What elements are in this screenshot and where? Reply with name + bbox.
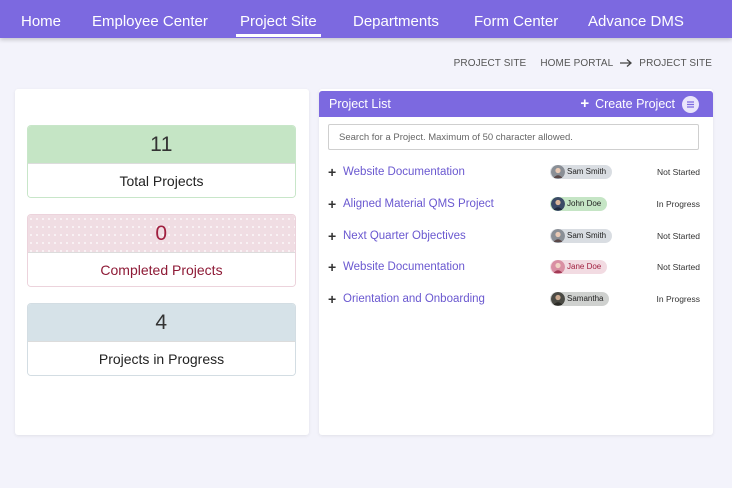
nav-item-employee-center[interactable]: Employee Center [92,13,208,30]
total-projects-card[interactable]: 11 Total Projects [27,125,296,198]
plus-icon: + [580,95,590,112]
user-name: John Doe [567,199,602,208]
avatar [551,292,565,306]
total-projects-count: 11 [28,126,295,163]
stats-panel: 11 Total Projects 0 Completed Projects 4… [15,89,309,435]
expand-plus-icon[interactable]: + [328,291,337,307]
in-progress-projects-count: 4 [28,304,295,341]
user-chip: Sam Smith [550,165,613,179]
breadcrumb: PROJECT SITE HOME PORTAL PROJECT SITE [440,56,712,70]
user-chip: John Doe [550,197,608,211]
project-list-panel: Project List + Create Project + Website … [319,89,713,435]
arrow-right-icon [619,58,633,68]
breadcrumb-project-site[interactable]: PROJECT SITE [639,57,712,69]
project-row: + Next Quarter Objectives Sam Smith Not … [328,226,700,246]
nav-item-home[interactable]: Home [21,13,62,30]
breadcrumb-home-portal[interactable]: HOME PORTAL [540,57,614,69]
project-name-link[interactable]: Orientation and Onboarding [343,293,485,305]
nav-item-form-center[interactable]: Form Center [474,13,559,30]
project-status: Not Started [657,231,700,241]
completed-projects-card[interactable]: 0 Completed Projects [27,214,296,287]
project-status: Not Started [657,262,700,272]
project-list-header: Project List + Create Project [319,91,713,117]
breadcrumb-current: PROJECT SITE [453,57,527,69]
nav-item-project-site[interactable]: Project Site [236,0,321,38]
nav-item-advance-dms[interactable]: Advance DMS [588,13,684,30]
project-name-link[interactable]: Website Documentation [343,261,465,273]
expand-plus-icon[interactable]: + [328,164,337,180]
in-progress-projects-label: Projects in Progress [28,341,295,375]
project-list-title: Project List [329,97,391,111]
expand-plus-icon[interactable]: + [328,196,337,212]
avatar [551,197,565,211]
user-name: Sam Smith [567,231,607,240]
user-chip: Samantha [550,292,610,306]
user-chip: Jane Doe [550,260,608,274]
user-name: Jane Doe [567,262,602,271]
expand-plus-icon[interactable]: + [328,228,337,244]
avatar [551,260,565,274]
menu-icon[interactable] [682,96,699,113]
completed-projects-count: 0 [28,215,295,252]
project-row: + Aligned Material QMS Project John Doe … [328,194,700,214]
avatar [551,229,565,243]
project-name-link[interactable]: Next Quarter Objectives [343,230,466,242]
project-status: In Progress [656,199,700,209]
avatar [551,165,565,179]
expand-plus-icon[interactable]: + [328,259,337,275]
user-chip: Sam Smith [550,229,613,243]
project-name-link[interactable]: Website Documentation [343,166,465,178]
project-status: In Progress [656,294,700,304]
create-project-button[interactable]: + Create Project [580,91,675,117]
total-projects-label: Total Projects [28,163,295,197]
user-name: Samantha [567,294,604,303]
nav-item-departments[interactable]: Departments [353,13,439,30]
completed-projects-label: Completed Projects [28,252,295,286]
project-search-input[interactable] [328,124,699,150]
project-name-link[interactable]: Aligned Material QMS Project [343,198,494,210]
project-row: + Orientation and Onboarding Samantha In… [328,289,700,309]
in-progress-projects-card[interactable]: 4 Projects in Progress [27,303,296,376]
user-name: Sam Smith [567,167,607,176]
project-row: + Website Documentation Jane Doe Not Sta… [328,257,700,277]
create-project-label: Create Project [595,97,675,111]
project-status: Not Started [657,167,700,177]
top-navigation: Home Employee Center Project Site Depart… [0,0,732,38]
project-row: + Website Documentation Sam Smith Not St… [328,162,700,182]
